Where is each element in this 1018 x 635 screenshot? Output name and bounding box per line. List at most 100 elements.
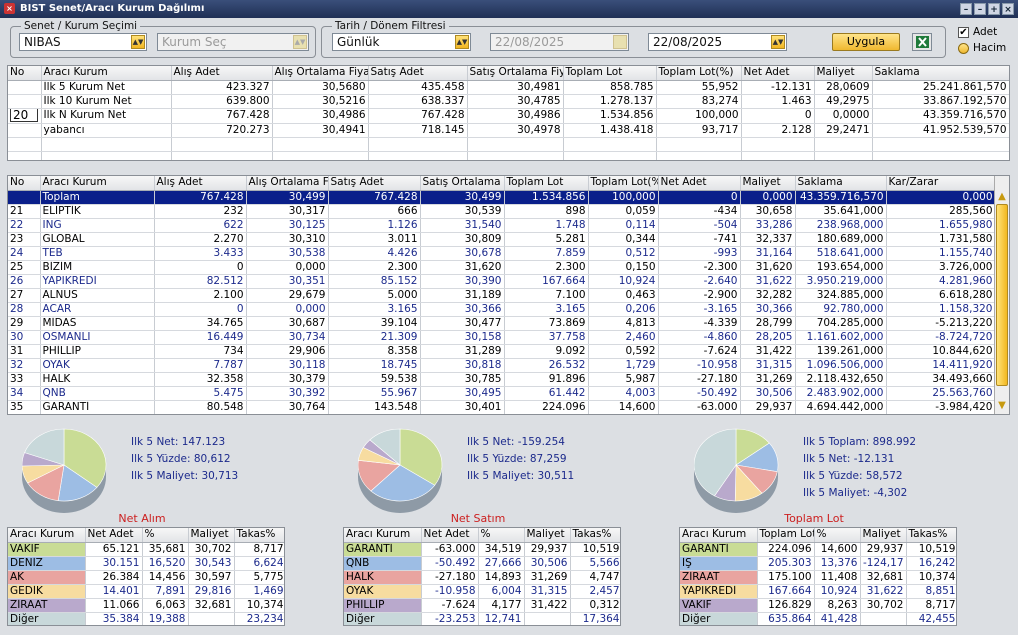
table-row[interactable]: OYAK -10.958 6,004 31,315 2,457 <box>344 584 620 599</box>
column-header[interactable]: Aracı Kurum <box>40 176 155 191</box>
panel-grid[interactable]: Aracı Kurum Net Adet% Maliyet Takas% VAKIF 65… <box>7 527 285 626</box>
column-header[interactable]: Aracı Kurum <box>680 528 758 543</box>
n-count-input[interactable]: 20 <box>10 108 38 122</box>
column-header[interactable]: Takas% <box>906 528 956 543</box>
column-header[interactable]: No <box>8 176 41 191</box>
column-header[interactable]: Aracı Kurum <box>8 528 86 543</box>
close-window-button[interactable]: × <box>1002 3 1014 15</box>
maximize-button[interactable]: + <box>988 3 1000 15</box>
chevron-down-icon[interactable]: ▲▼ <box>771 35 785 49</box>
checkmark-icon[interactable]: ✔ <box>958 27 969 38</box>
table-row[interactable]: 25 BİZİM 0 0,000 2.300 31,620 2.300 0,150 -2.300… <box>8 260 996 275</box>
column-header[interactable]: Net Adet <box>421 528 479 543</box>
senet-select[interactable]: NIBAS ▲▼ <box>19 33 147 51</box>
minimize-button[interactable]: – <box>960 3 972 15</box>
scroll-thumb[interactable] <box>996 204 1008 386</box>
pie-slice[interactable] <box>399 428 443 486</box>
column-header[interactable]: Net Adet <box>741 66 815 81</box>
table-row[interactable]: Diğer -23.253 12,741 17,364 <box>344 612 620 625</box>
table-row[interactable]: Toplam 767.428 30,499 767.428 30,499 1.534.85… <box>8 190 996 205</box>
table-row[interactable]: VAKIF 126.829 8,263 30,702 8,717 <box>680 598 956 613</box>
chevron-down-icon[interactable]: ▲▼ <box>455 35 469 49</box>
column-header[interactable]: Toplam Lot <box>563 66 657 81</box>
table-row[interactable]: Diğer 635.864 41,428 42,455 <box>680 612 956 625</box>
column-header[interactable]: Kar/Zarar <box>886 176 996 191</box>
table-row[interactable]: ZİRAAT 11.066 6,063 32,681 10,374 <box>8 598 284 613</box>
pie-slice[interactable] <box>57 464 98 502</box>
table-row[interactable]: 26 YAPIKREDİ 82.512 30,351 85.152 30,390 167.6… <box>8 274 996 289</box>
column-header[interactable]: Alış Ortalama Fiyat <box>272 66 369 81</box>
column-header[interactable]: No <box>8 66 42 81</box>
table-row[interactable]: AK 26.384 14,456 30,597 5,775 <box>8 570 284 585</box>
table-row[interactable]: HALK -27.180 14,893 31,269 4,747 <box>344 570 620 585</box>
column-header[interactable]: Aracı Kurum <box>41 66 172 81</box>
table-row[interactable]: YAPIKREDİ 167.664 10,924 31,622 8,851 <box>680 584 956 599</box>
table-row[interactable]: GEDİK 14.401 7,891 29,816 1,469 <box>8 584 284 599</box>
column-header[interactable]: Net Adet <box>658 176 741 191</box>
column-header[interactable]: Satış Ortalama Fiyat <box>467 66 564 81</box>
table-row[interactable]: 35 GARANTİ 80.548 30,764 143.548 30,401 224.09… <box>8 400 996 414</box>
table-row[interactable]: 21 ELİPTİK 232 30,317 666 30,539 898 0,059 -434 3… <box>8 204 996 219</box>
table-row[interactable]: 24 TEB 3.433 30,538 4.426 30,678 7.859 0,512 -99… <box>8 246 996 261</box>
restore-button[interactable]: – <box>974 3 986 15</box>
column-header[interactable]: Toplam Lot <box>757 528 815 543</box>
column-header[interactable]: Saklama <box>872 66 1009 81</box>
table-row[interactable]: 28 ACAR 0 0,000 3.165 30,366 3.165 0,206 -3.165 3… <box>8 302 996 317</box>
panel-grid[interactable]: Aracı Kurum Net Adet% Maliyet Takas% GARANTİ… <box>343 527 621 626</box>
pie-slice[interactable] <box>694 428 737 497</box>
scroll-down-icon[interactable]: ▼ <box>998 400 1006 411</box>
table-row[interactable]: 32 OYAK 7.787 30,118 18.745 30,818 26.532 1,729… <box>8 358 996 373</box>
column-header[interactable]: Maliyet <box>860 528 907 543</box>
table-row[interactable]: 33 HALK 32.358 30,379 59.538 30,785 91.896 5,98… <box>8 372 996 387</box>
table-row[interactable]: PHİLLİP -7.624 4,177 31,422 0,312 <box>344 598 620 613</box>
column-header[interactable]: Satış Adet <box>328 176 421 191</box>
table-row[interactable]: 23 GLOBAL 2.270 30,310 3.011 30,809 5.281 0,344… <box>8 232 996 247</box>
table-row[interactable]: İŞ 205.303 13,376 -124,17 16,242 <box>680 556 956 571</box>
column-header[interactable]: Toplam Lot(%) <box>656 66 742 81</box>
table-row[interactable]: 30 OSMANLI 16.449 30,734 21.309 30,158 37.758 2… <box>8 330 996 345</box>
column-header[interactable]: Alış Adet <box>171 66 273 81</box>
column-header[interactable]: Satış Adet <box>368 66 468 81</box>
pie-slice[interactable] <box>63 428 107 488</box>
column-header[interactable]: Maliyet <box>740 176 796 191</box>
table-row[interactable]: 20 İlk N Kurum Net 767.428 30,4986 767.428 30… <box>8 108 1009 124</box>
chevron-down-icon[interactable]: ▲▼ <box>131 35 145 49</box>
table-row[interactable]: 29 MİDAS 34.765 30,687 39.104 30,477 73.869 4,8… <box>8 316 996 331</box>
column-header[interactable]: Net Adet <box>85 528 143 543</box>
column-header[interactable]: Alış Ortalama Fiy <box>246 176 329 191</box>
table-row[interactable]: GARANTİ -63.000 34,519 29,937 10,519 <box>344 542 620 557</box>
scroll-up-icon[interactable]: ▲ <box>998 191 1006 202</box>
table-row[interactable]: QNB -50.492 27,666 30,506 5,566 <box>344 556 620 571</box>
column-header[interactable]: Takas% <box>234 528 284 543</box>
column-header[interactable]: Toplam Lot(% <box>588 176 659 191</box>
excel-export-button[interactable] <box>912 33 932 51</box>
column-header[interactable]: Toplam Lot <box>504 176 589 191</box>
pie-slice[interactable] <box>369 428 401 466</box>
kurum-select[interactable]: Kurum Seç ▲▼ <box>157 33 309 51</box>
table-row[interactable]: 22 ING 622 30,125 1.126 31,540 1.748 0,114 -504 3… <box>8 218 996 233</box>
summary-grid[interactable]: No Aracı Kurum Alış Adet Alış Ortalama Fiya… <box>7 65 1010 161</box>
column-header[interactable]: Maliyet <box>188 528 235 543</box>
panel-grid[interactable]: Aracı Kurum Toplam Lot% Maliyet Takas% GARAN… <box>679 527 957 626</box>
pie-slice[interactable] <box>370 464 436 502</box>
table-row[interactable]: Diğer 35.384 19,388 23,234 <box>8 612 284 625</box>
column-header[interactable]: % <box>814 528 861 543</box>
table-row[interactable]: 27 ALNUS 2.100 29,679 5.000 31,189 7.100 0,463-… <box>8 288 996 303</box>
start-date-field[interactable]: 22/08/2025 <box>490 33 629 51</box>
column-header[interactable]: Aracı Kurum <box>344 528 422 543</box>
table-row[interactable]: İlk 5 Kurum Net 423.327 30,5680 435.458 30,4… <box>8 80 1009 95</box>
row-count-cell[interactable]: 20 <box>8 108 42 124</box>
vertical-scrollbar[interactable]: ▲ ▼ <box>994 176 1009 414</box>
column-header[interactable]: % <box>142 528 189 543</box>
table-row[interactable]: GARANTİ 224.096 14,600 29,937 10,519 <box>680 542 956 557</box>
table-row[interactable]: DENİZ 30.151 16,520 30,543 6,624 <box>8 556 284 571</box>
table-row[interactable]: ZİRAAT 175.100 11,408 32,681 10,374 <box>680 570 956 585</box>
column-header[interactable]: Takas% <box>570 528 620 543</box>
column-header[interactable]: Satış Ortalama Fi <box>420 176 505 191</box>
column-header[interactable]: Maliyet <box>814 66 873 81</box>
column-header[interactable]: Alış Adet <box>154 176 247 191</box>
period-select[interactable]: Günlük ▲▼ <box>332 33 471 51</box>
calendar-icon[interactable] <box>613 35 627 49</box>
chevron-down-icon[interactable]: ▲▼ <box>293 35 307 49</box>
